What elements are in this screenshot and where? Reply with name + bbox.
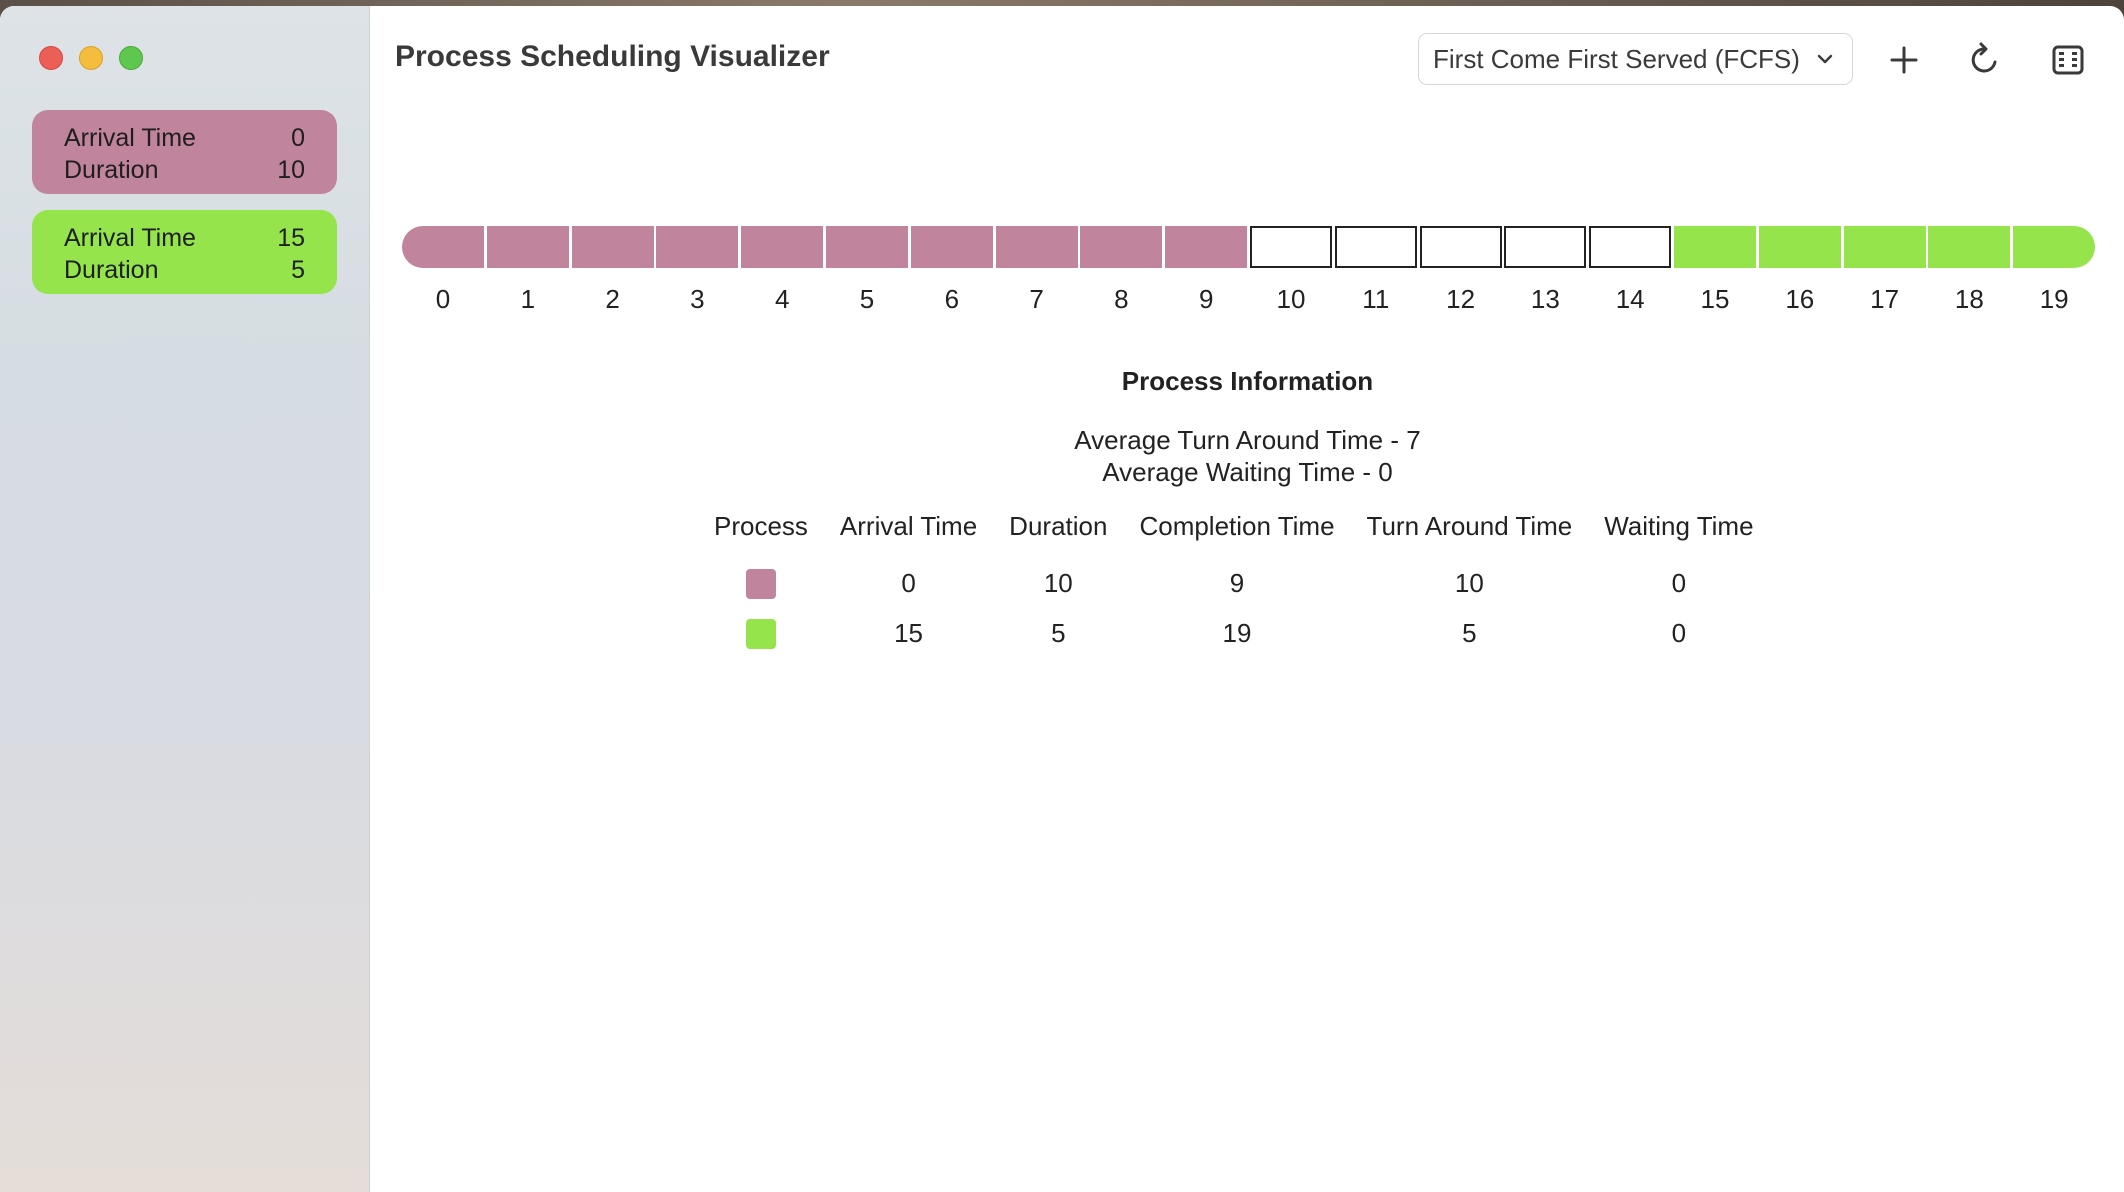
- timeline-tick-label: 19: [2039, 284, 2069, 314]
- timeline-tick-label: 9: [1198, 284, 1214, 314]
- main-content: Process Scheduling Visualizer First Come…: [371, 6, 2124, 1192]
- timeline-tick-label: 8: [1114, 284, 1129, 314]
- timeline-slot: [910, 226, 993, 268]
- duration-label: Duration: [64, 256, 159, 284]
- duration-value: 5: [291, 256, 305, 284]
- timeline-tick-label: 1: [520, 284, 536, 314]
- algorithm-select[interactable]: First Come First Served (FCFS): [1418, 33, 1853, 85]
- process-card[interactable]: Arrival Time 0 Duration 10: [32, 110, 337, 194]
- plus-icon[interactable]: [1884, 40, 1924, 80]
- waiting-time-cell: 0: [1671, 617, 1687, 648]
- timeline-slot: [656, 226, 739, 268]
- timeline-tick-label: 17: [1870, 284, 1900, 314]
- sidebar-toggle-icon[interactable]: [2048, 40, 2088, 80]
- arrival-time-value: 15: [277, 224, 305, 252]
- arrival-time-label: Arrival Time: [64, 124, 196, 152]
- algorithm-select-value: First Come First Served (FCFS): [1433, 43, 1800, 74]
- timeline-slot: [826, 226, 908, 268]
- process-color-swatch: [745, 619, 776, 650]
- refresh-icon[interactable]: [1965, 40, 2005, 80]
- process-table: Process Arrival Time Duration Completion…: [698, 511, 1770, 658]
- timeline-slot: [995, 226, 1078, 268]
- timeline-tick-label: 15: [1700, 284, 1730, 314]
- column-header: Turn Around Time: [1366, 511, 1573, 541]
- average-turnaround-time: Average Turn Around Time - 7: [1074, 425, 1421, 455]
- column-header: Process: [714, 511, 808, 541]
- table-header-row: Process Arrival Time Duration Completion…: [698, 511, 1770, 558]
- app-window: Arrival Time 0 Duration 10 Arrival Time …: [0, 6, 2124, 1192]
- arrival-time-label: Arrival Time: [64, 224, 196, 252]
- timeline-slot: [1334, 226, 1417, 268]
- timeline-tick-label: 18: [1954, 284, 1984, 314]
- minimize-window-button[interactable]: [79, 46, 103, 70]
- chevron-down-icon: [1817, 54, 1833, 64]
- timeline-slot: [402, 226, 484, 268]
- timeline-tick-label: 13: [1530, 284, 1560, 314]
- window-title: Process Scheduling Visualizer: [395, 40, 830, 73]
- waiting-time-cell: 0: [1671, 567, 1687, 598]
- completion-time-cell: 19: [1222, 617, 1252, 648]
- timeline-tick-label: 4: [774, 284, 790, 314]
- arrival-time-cell: 0: [901, 567, 916, 598]
- timeline-slot: [1758, 226, 1841, 268]
- timeline-tick-label: 14: [1615, 284, 1645, 314]
- close-window-button[interactable]: [39, 46, 63, 70]
- timeline-tick-label: 7: [1029, 284, 1044, 314]
- completion-time-cell: 9: [1229, 567, 1245, 598]
- timeline-tick-label: 5: [859, 284, 875, 314]
- timeline-tick-label: 16: [1785, 284, 1815, 314]
- timeline-slot: [1589, 226, 1672, 268]
- timeline-tick-label: 3: [690, 284, 705, 314]
- process-card[interactable]: Arrival Time 15 Duration 5: [32, 210, 337, 294]
- gantt-timeline: 0 1 2 3 4 5 6 7 8 9 10 11 12 13 14 15 16 17 18 19: [402, 226, 2102, 316]
- timeline-slot: [1504, 226, 1587, 268]
- timeline-tick-label: 12: [1446, 284, 1476, 314]
- column-header: Waiting Time: [1604, 511, 1754, 541]
- sidebar: Arrival Time 0 Duration 10 Arrival Time …: [0, 6, 370, 1192]
- duration-cell: 5: [1051, 617, 1066, 648]
- average-waiting-time: Average Waiting Time - 0: [1102, 457, 1393, 487]
- timeline-tick-label: 2: [605, 284, 620, 314]
- timeline-slot: [2013, 226, 2096, 268]
- table-row: 15 5 19 5 0: [698, 608, 1770, 658]
- timeline-slot: [571, 226, 654, 268]
- duration-cell: 10: [1043, 567, 1073, 598]
- timeline-slot: [1250, 226, 1332, 268]
- timeline-slot: [486, 226, 569, 268]
- table-row: 0 10 9 10 0: [698, 558, 1770, 608]
- timeline-slot: [741, 226, 824, 268]
- timeline-tick-label: 0: [435, 284, 451, 314]
- duration-label: Duration: [64, 156, 159, 184]
- duration-value: 10: [277, 156, 305, 184]
- timeline-slot: [1674, 226, 1756, 268]
- timeline-slot: [1165, 226, 1248, 268]
- timeline-tick-label: 6: [944, 284, 960, 314]
- timeline-tick-label: 11: [1362, 284, 1390, 314]
- timeline-tick-label: 10: [1276, 284, 1306, 314]
- process-info-title: Process Information: [1121, 366, 1374, 396]
- arrival-time-cell: 15: [894, 617, 923, 648]
- column-header: Duration: [1009, 511, 1108, 541]
- timeline-slot: [1419, 226, 1502, 268]
- turnaround-time-cell: 10: [1454, 567, 1484, 598]
- turnaround-time-cell: 5: [1462, 617, 1477, 648]
- timeline-slot: [1843, 226, 1926, 268]
- column-header: Arrival Time: [839, 511, 978, 541]
- timeline-slot: [1928, 226, 2011, 268]
- column-header: Completion Time: [1139, 511, 1335, 541]
- maximize-window-button[interactable]: [119, 46, 143, 70]
- process-color-swatch: [745, 569, 776, 600]
- arrival-time-value: 0: [291, 124, 305, 152]
- timeline-slot: [1080, 226, 1163, 268]
